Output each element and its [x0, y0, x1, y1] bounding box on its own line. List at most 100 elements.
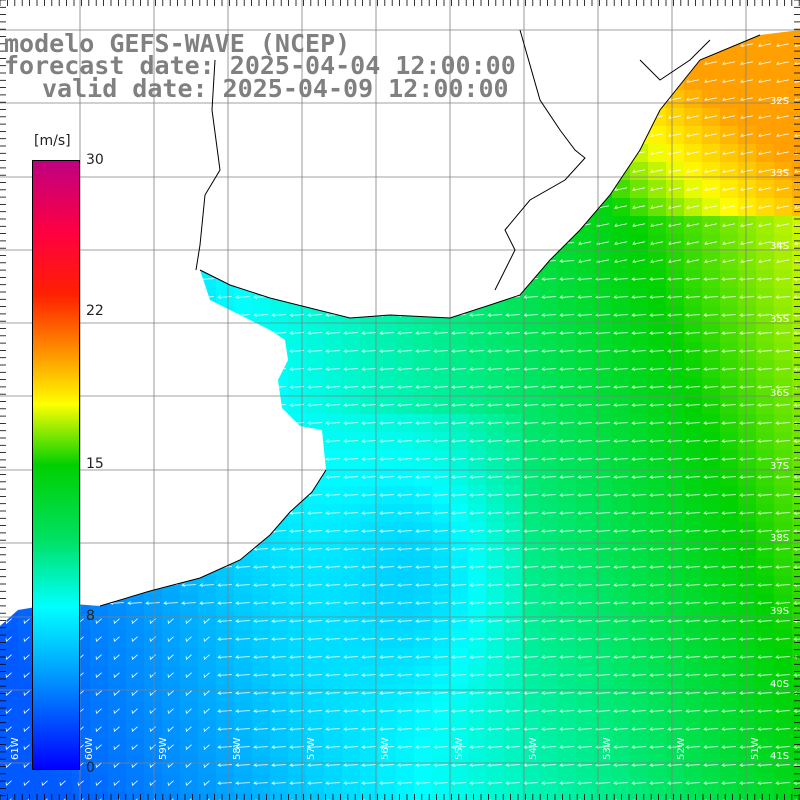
wind-cell	[342, 180, 361, 199]
wind-cell	[540, 198, 559, 217]
wind-arrow	[397, 421, 412, 425]
wind-cell	[684, 30, 703, 37]
wind-arrow	[397, 457, 412, 461]
wind-arrow	[109, 241, 124, 245]
wind-arrow	[217, 493, 232, 497]
wind-arrow	[704, 43, 718, 47]
wind-cell	[90, 108, 109, 127]
wind-cell	[252, 216, 271, 235]
wind-arrow	[271, 619, 286, 623]
wind-cell	[108, 558, 127, 577]
wind-arrow	[505, 43, 520, 47]
wind-arrow	[235, 745, 250, 749]
wind-arrow	[685, 403, 700, 407]
wind-arrow	[41, 780, 48, 787]
wind-arrow	[253, 421, 268, 425]
wind-arrow	[343, 403, 358, 407]
wind-arrow	[271, 277, 286, 281]
wind-arrow	[633, 26, 645, 29]
wind-cell	[126, 378, 145, 397]
wind-arrow	[181, 529, 196, 533]
wind-arrow	[505, 727, 520, 731]
wind-arrow	[541, 277, 556, 281]
wind-arrow	[149, 672, 156, 679]
wind-arrow	[613, 727, 628, 731]
wind-arrow	[740, 97, 754, 101]
wind-arrow	[469, 529, 484, 533]
wind-arrow	[794, 151, 800, 155]
wind-arrow	[795, 26, 800, 29]
wind-arrow	[199, 439, 214, 443]
wind-arrow	[397, 601, 412, 605]
wind-arrow	[685, 331, 700, 335]
wind-arrow	[451, 781, 466, 785]
wind-arrow	[793, 277, 800, 281]
wind-arrow	[415, 187, 430, 191]
wind-arrow	[149, 654, 156, 661]
wind-cell	[144, 450, 163, 469]
wind-arrow	[397, 727, 412, 731]
wind-arrow	[379, 781, 394, 785]
wind-arrow	[559, 151, 574, 155]
wind-arrow	[776, 241, 790, 245]
wind-arrow	[631, 349, 646, 353]
wind-cell	[522, 72, 541, 91]
wind-cell	[306, 144, 325, 163]
wind-arrow	[631, 475, 646, 479]
wind-cell	[468, 792, 487, 800]
wind-arrow	[397, 385, 412, 389]
wind-arrow	[739, 493, 754, 497]
wind-arrow	[469, 763, 484, 767]
wind-cell	[396, 144, 415, 163]
wind-arrow	[343, 601, 358, 605]
wind-arrow	[703, 565, 718, 569]
wind-cell	[432, 180, 451, 199]
wind-arrow	[777, 26, 789, 29]
wind-cell	[522, 792, 541, 800]
wind-arrow	[307, 367, 322, 371]
wind-arrow	[145, 223, 160, 227]
wind-cell	[0, 576, 19, 595]
wind-arrow	[271, 637, 286, 641]
wind-arrow	[451, 493, 466, 497]
wind-cell	[234, 432, 253, 451]
wind-arrow	[109, 511, 124, 515]
wind-cell	[342, 252, 361, 271]
wind-arrow	[343, 331, 358, 335]
wind-arrow	[253, 457, 268, 461]
wind-arrow	[757, 709, 772, 713]
wind-cell	[54, 792, 73, 800]
wind-cell	[270, 180, 289, 199]
wind-cell	[504, 144, 523, 163]
wind-arrow	[307, 133, 322, 137]
wind-cell	[54, 108, 73, 127]
wind-arrow	[217, 331, 232, 335]
wind-cell	[288, 450, 307, 469]
wind-arrow	[794, 259, 800, 263]
wind-arrow	[451, 565, 466, 569]
wind-arrow	[379, 583, 394, 587]
wind-arrow	[775, 637, 790, 641]
wind-arrow	[667, 745, 682, 749]
wind-arrow	[559, 475, 574, 479]
wind-arrow	[203, 780, 210, 787]
wind-arrow	[685, 529, 700, 533]
wind-arrow	[271, 727, 286, 731]
wind-arrow	[253, 241, 268, 245]
wind-arrow	[703, 475, 718, 479]
wind-arrow	[559, 727, 574, 731]
wind-arrow	[776, 79, 790, 83]
wind-arrow	[704, 223, 718, 227]
wind-arrow	[217, 475, 232, 479]
wind-arrow	[668, 223, 682, 227]
wind-cell	[270, 198, 289, 217]
wind-cell	[126, 270, 145, 289]
wind-cell	[90, 522, 109, 541]
wind-arrow	[758, 187, 772, 191]
wind-cell	[342, 126, 361, 145]
wind-cell	[252, 468, 271, 487]
wind-arrow	[113, 618, 120, 625]
wind-arrow	[559, 367, 574, 371]
wind-cell	[378, 270, 397, 289]
wind-arrow	[577, 709, 592, 713]
